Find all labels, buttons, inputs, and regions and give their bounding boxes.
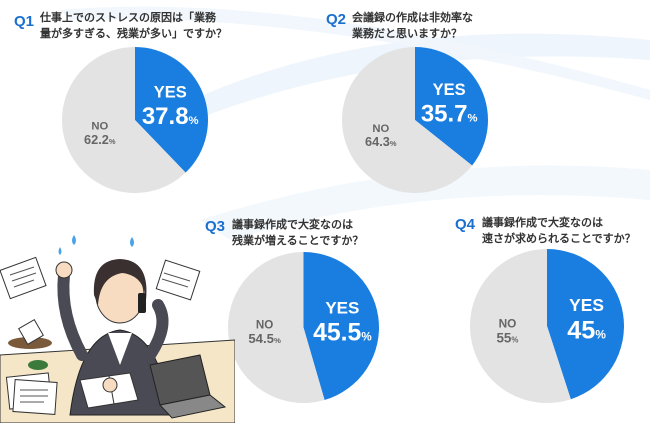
question-2-number: Q2 [326,11,347,28]
stressed-worker-illustration [0,235,235,423]
pie-value-label: 62.2% [84,132,116,147]
pie-category-label: NO [256,318,273,331]
pie-category-label: NO [499,317,517,331]
pie-value-label: 35.7% [421,101,478,128]
pie-slice-no [62,47,186,193]
pie-slice-yes [135,47,208,173]
question-3-number: Q3 [205,218,226,235]
question-4-text: 議事録作成で大変なのは 速さが求められることですか？ [482,215,636,247]
pie-slice-no [470,249,571,403]
spilled-cup-icon [8,319,52,349]
pie-slice-no [227,252,325,403]
pie-category-label: YES [433,81,466,99]
paper-stack-icon [5,372,58,415]
laptop-icon [149,354,227,419]
pie-value-label: 37.8% [142,103,199,130]
flying-paper-icon [0,256,47,300]
pie-category-label: YES [154,83,187,101]
question-1-text: 仕事上でのストレスの原因は「業務 量が多すぎる、残業が多い」ですか？ [40,10,227,42]
pie-category-label: NO [91,121,108,133]
question-4-number: Q4 [455,216,476,233]
question-3-line-1: 議事録作成で大変なのは [232,218,353,231]
question-4-line-1: 議事録作成で大変なのは [482,216,603,229]
pie-value-label: 45% [567,317,606,345]
pie-value-label: 64.3% [365,134,397,149]
question-1-line-1: 仕事上でのストレスの原因は「業務 [40,11,216,24]
question-2-line-2: 業務だと思いますか？ [352,27,462,40]
pie-slice-yes [415,47,488,166]
question-3-line-2: 残業が増えることですか？ [232,234,364,247]
question-2-line-1: 会議録の作成は非効率な [352,11,473,24]
pie-value-label: 55% [496,330,518,345]
pie-value-label: 45.5% [313,320,372,347]
pie-category-label: YES [569,295,604,315]
pie-slice-no [341,47,473,194]
pie-category-label: NO [372,123,389,135]
pie-category-label: YES [325,298,359,317]
question-4-line-2: 速さが求められることですか？ [482,232,636,245]
pie-value-label: 54.5% [248,331,281,346]
question-2-text: 会議録の作成は非効率な 業務だと思いますか？ [352,10,473,42]
question-1-line-2: 量が多すぎる、残業が多い」ですか？ [40,27,227,40]
flying-paper-icon [155,259,201,301]
question-1-number: Q1 [14,13,35,30]
question-3-text: 議事録作成で大変なのは 残業が増えることですか？ [232,217,363,249]
pie-slice-yes [303,252,379,401]
pie-slice-yes [547,249,624,400]
